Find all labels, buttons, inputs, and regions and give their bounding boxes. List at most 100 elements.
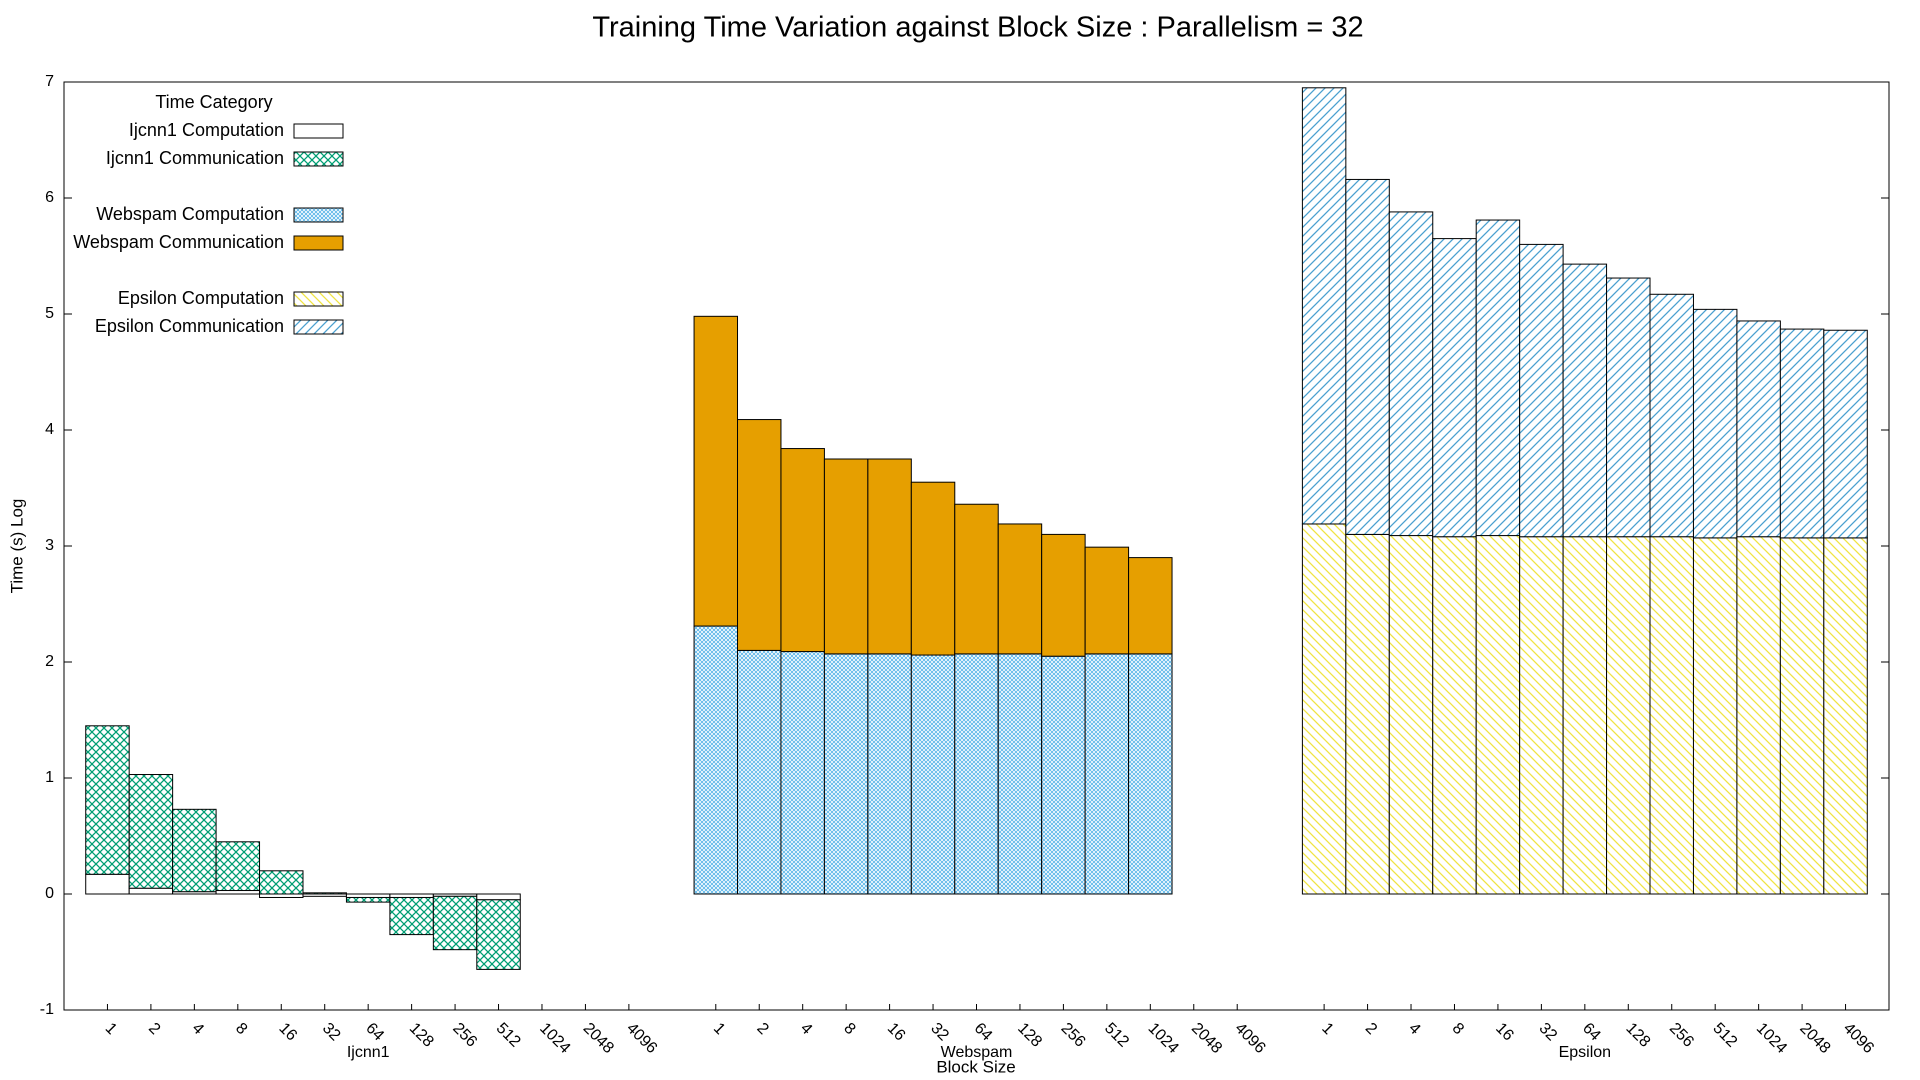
x-tick-label: 256 [1666,1020,1697,1051]
bar [1562,263,1608,538]
bar [345,896,391,903]
group-label: Webspam [941,1044,1013,1061]
bar [1606,536,1651,895]
bar [910,481,956,656]
bar [259,893,304,898]
x-tick-label: 2048 [1188,1020,1225,1057]
x-tick-label: 4096 [1840,1020,1877,1057]
bar [1519,243,1564,538]
bar [1432,536,1477,895]
bar [1519,536,1564,895]
bar [128,774,174,889]
bar [1649,293,1694,538]
bar [1692,308,1738,539]
bar [1345,533,1390,895]
bar [345,893,391,898]
x-tick-label: 32 [319,1020,344,1045]
bar [997,653,1043,895]
bar [780,651,825,895]
bar [693,315,739,627]
bar [997,523,1043,655]
bar [1606,277,1651,538]
x-tick-label: 32 [927,1020,952,1045]
legend-label: Epsilon Computation [118,288,284,308]
bar [1823,537,1868,895]
bar [1041,655,1086,895]
x-tick-label: 128 [406,1020,437,1051]
x-tick-label: 256 [1058,1020,1089,1051]
bar [693,625,739,895]
y-tick-label: 3 [45,537,54,554]
bar [1128,653,1173,895]
x-tick-label: 1024 [1144,1020,1181,1057]
bar [737,649,782,895]
bar [1388,535,1434,895]
y-axis-label: Time (s) Log [7,499,26,594]
y-tick-label: 6 [45,189,54,206]
x-tick-label: 32 [1536,1020,1561,1045]
bar [215,841,261,892]
x-tick-label: 16 [1492,1020,1517,1045]
x-tick-label: 1 [1318,1020,1336,1038]
x-tick-label: 256 [449,1020,480,1051]
bar [1562,536,1608,895]
legend-swatch [293,207,344,223]
x-tick-label: 1024 [1753,1020,1790,1057]
x-tick-label: 64 [362,1020,387,1045]
x-tick-label: 64 [1579,1020,1604,1045]
bar [780,448,825,653]
legend-label: Ijcnn1 Computation [129,120,284,140]
bar [1345,178,1390,535]
chart-title: Training Time Variation against Block Si… [592,12,1363,44]
y-tick-label: 2 [45,653,54,670]
bar [259,870,304,895]
y-tick-label: 0 [45,885,54,902]
x-axis-label: Block Size [936,1057,1015,1076]
x-tick-label: 2048 [1796,1020,1833,1057]
bar [910,654,956,895]
bar [954,503,999,655]
bar [1779,328,1825,539]
x-tick-label: 1024 [536,1020,573,1057]
bar [1823,329,1868,539]
x-tick-label: 512 [1101,1020,1132,1051]
bar [867,653,912,895]
x-tick-label: 8 [1449,1020,1467,1038]
legend-label: Epsilon Communication [95,316,284,336]
x-tick-label: 2 [753,1020,771,1038]
x-tick-label: 2 [1362,1020,1380,1038]
x-tick-label: 512 [493,1020,524,1051]
x-tick-label: 4 [797,1020,815,1038]
legend-label: Webspam Computation [96,204,284,224]
x-tick-label: 8 [840,1020,858,1038]
bar [1301,87,1347,525]
y-tick-label: 1 [45,769,54,786]
x-tick-label: 1 [102,1020,120,1038]
bar [1084,653,1130,895]
bar [1388,211,1434,537]
x-tick-label: 2048 [580,1020,617,1057]
y-tick-label: 7 [45,73,54,90]
x-tick-label: 64 [971,1020,996,1045]
x-tick-label: 4096 [623,1020,660,1057]
bar [432,895,478,951]
bar [1041,533,1086,657]
y-tick-label: 4 [45,421,54,438]
bar [1432,238,1477,538]
bar [389,896,434,936]
bar [1736,536,1781,895]
group-label: Epsilon [1559,1044,1611,1061]
bar [172,808,217,893]
legend-swatch [293,151,344,167]
x-tick-label: 16 [884,1020,909,1045]
bar [128,887,174,895]
bar [389,893,434,898]
bar [823,653,869,895]
bar [954,653,999,895]
x-tick-label: 8 [232,1020,250,1038]
bar [1475,219,1521,537]
bar [1779,537,1825,895]
y-tick-label: -1 [40,1001,54,1018]
legend-swatch [293,319,344,335]
